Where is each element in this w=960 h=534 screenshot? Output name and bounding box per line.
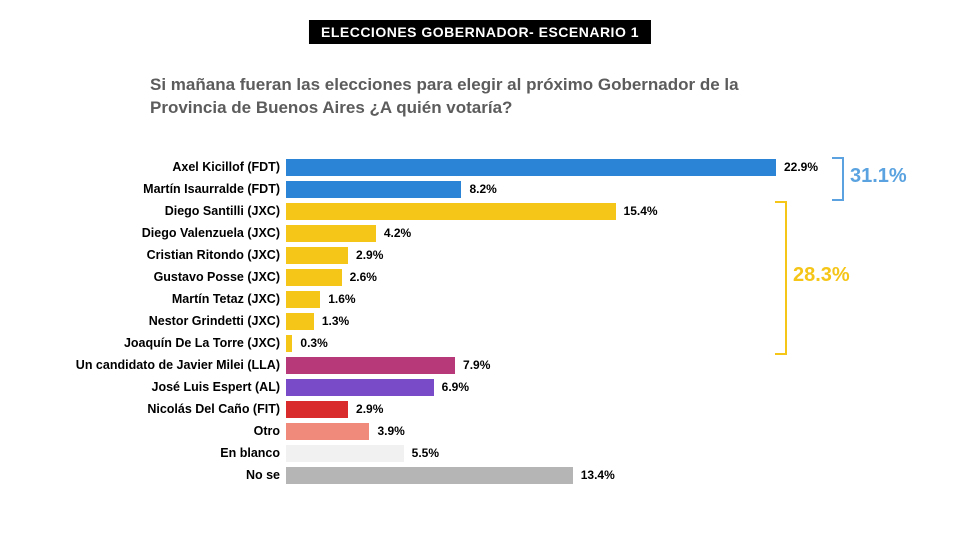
bar-area: 1.6%	[286, 291, 786, 308]
bar-area: 6.9%	[286, 379, 786, 396]
chart-row: Cristian Ritondo (JXC) 2.9%	[0, 244, 960, 266]
bar-value: 4.2%	[376, 225, 411, 242]
bar-label: No se	[0, 468, 286, 482]
header-banner: ELECCIONES GOBERNADOR- ESCENARIO 1	[309, 20, 651, 44]
bar-label: Nicolás Del Caño (FIT)	[0, 402, 286, 416]
chart-row: Martín Isaurralde (FDT) 8.2%	[0, 178, 960, 200]
bar-label: Martín Tetaz (JXC)	[0, 292, 286, 306]
bar-area: 15.4%	[286, 203, 786, 220]
bar	[286, 445, 404, 462]
bar-value: 1.3%	[314, 313, 349, 330]
group-total: 31.1%	[850, 165, 907, 188]
bar	[286, 247, 348, 264]
bar-label: Gustavo Posse (JXC)	[0, 270, 286, 284]
bar-label: Nestor Grindetti (JXC)	[0, 314, 286, 328]
bar-area: 5.5%	[286, 445, 786, 462]
group-bracket	[775, 201, 787, 355]
chart-row: Axel Kicillof (FDT)22.9%	[0, 156, 960, 178]
bar-value: 3.9%	[369, 423, 404, 440]
bar-label: Cristian Ritondo (JXC)	[0, 248, 286, 262]
bar-label: Martín Isaurralde (FDT)	[0, 182, 286, 196]
bar-value: 2.9%	[348, 401, 383, 418]
bar	[286, 203, 616, 220]
bar	[286, 225, 376, 242]
bar-value: 15.4%	[616, 203, 658, 220]
bar-area: 1.3%	[286, 313, 786, 330]
bar-label: Otro	[0, 424, 286, 438]
chart-row: Un candidato de Javier Milei (LLA) 7.9%	[0, 354, 960, 376]
group-total: 28.3%	[793, 264, 850, 287]
bar-area: 22.9%	[286, 159, 786, 176]
bar-area: 8.2%	[286, 181, 786, 198]
chart-row: Nicolás Del Caño (FIT) 2.9%	[0, 398, 960, 420]
bar-label: Axel Kicillof (FDT)	[0, 160, 286, 174]
chart-row: No se 13.4%	[0, 464, 960, 486]
chart-row: Diego Santilli (JXC) 15.4%	[0, 200, 960, 222]
bar-value: 1.6%	[320, 291, 355, 308]
bar-value: 7.9%	[455, 357, 490, 374]
bar-area: 2.6%	[286, 269, 786, 286]
bar-value: 2.9%	[348, 247, 383, 264]
bar-value: 6.9%	[434, 379, 469, 396]
chart-row: Diego Valenzuela (JXC) 4.2%	[0, 222, 960, 244]
bar-chart: Axel Kicillof (FDT)22.9%Martín Isaurrald…	[0, 156, 960, 486]
bar	[286, 181, 461, 198]
group-bracket	[832, 157, 844, 201]
chart-row: Joaquín De La Torre (JXC) 0.3%	[0, 332, 960, 354]
bar-area: 7.9%	[286, 357, 786, 374]
bar-label: Un candidato de Javier Milei (LLA)	[0, 358, 286, 372]
bar-area: 0.3%	[286, 335, 786, 352]
bar	[286, 291, 320, 308]
bar-value: 13.4%	[573, 467, 615, 484]
bar-value: 2.6%	[342, 269, 377, 286]
bar-label: Joaquín De La Torre (JXC)	[0, 336, 286, 350]
bar-value: 22.9%	[776, 159, 818, 176]
poll-question: Si mañana fueran las elecciones para ele…	[150, 74, 790, 120]
bar-value: 0.3%	[292, 335, 327, 352]
chart-row: Otro 3.9%	[0, 420, 960, 442]
bar	[286, 269, 342, 286]
bar-label: Diego Valenzuela (JXC)	[0, 226, 286, 240]
bar	[286, 379, 434, 396]
chart-row: En blanco 5.5%	[0, 442, 960, 464]
bar	[286, 423, 369, 440]
bar-value: 8.2%	[461, 181, 496, 198]
bar-area: 3.9%	[286, 423, 786, 440]
chart-row: José Luis Espert (AL) 6.9%	[0, 376, 960, 398]
bar	[286, 159, 776, 176]
bar	[286, 313, 314, 330]
bar	[286, 401, 348, 418]
bar-area: 2.9%	[286, 247, 786, 264]
bar-label: En blanco	[0, 446, 286, 460]
bar-label: Diego Santilli (JXC)	[0, 204, 286, 218]
bar-label: José Luis Espert (AL)	[0, 380, 286, 394]
chart-row: Martín Tetaz (JXC) 1.6%	[0, 288, 960, 310]
bar-area: 2.9%	[286, 401, 786, 418]
bar	[286, 357, 455, 374]
bar-area: 4.2%	[286, 225, 786, 242]
chart-row: Nestor Grindetti (JXC) 1.3%	[0, 310, 960, 332]
bar	[286, 467, 573, 484]
bar-area: 13.4%	[286, 467, 786, 484]
bar-value: 5.5%	[404, 445, 439, 462]
